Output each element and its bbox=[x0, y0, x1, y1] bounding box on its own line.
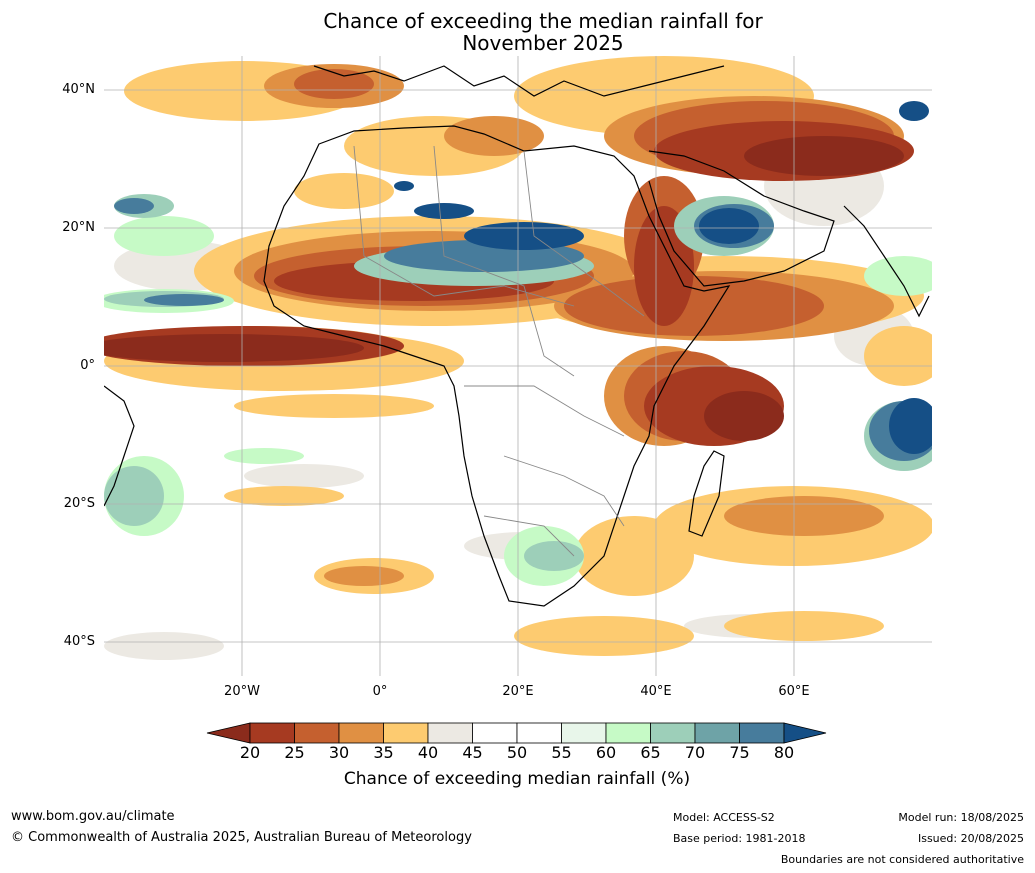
colorbar-under-arrow bbox=[206, 722, 251, 744]
colorbar-swatch bbox=[561, 722, 607, 744]
footer-base-period: Base period: 1981-2018 bbox=[673, 832, 806, 845]
footer-copyright: © Commonwealth of Australia 2025, Austra… bbox=[11, 830, 472, 845]
footer-model: Model: ACCESS-S2 bbox=[673, 811, 775, 824]
europe-coastline bbox=[313, 65, 725, 97]
lat-label-0: 0° bbox=[80, 358, 95, 373]
colorbar-tick-label: 50 bbox=[506, 743, 528, 762]
colorbar-tick-label: 25 bbox=[284, 743, 305, 762]
lon-label-60e: 60°E bbox=[778, 684, 810, 699]
africa-coastline bbox=[263, 125, 731, 607]
footer-model-run: Model run: 18/08/2025 bbox=[898, 811, 1024, 824]
colorbar-tick-label: 55 bbox=[551, 743, 572, 762]
colorbar-tick-label: 45 bbox=[462, 743, 483, 762]
colorbar-swatch bbox=[472, 722, 518, 744]
graticule bbox=[104, 56, 932, 676]
colorbar bbox=[206, 722, 827, 744]
colorbar-label: Chance of exceeding median rainfall (%) bbox=[343, 769, 691, 789]
colorbar-swatch bbox=[249, 722, 295, 744]
map-title: Chance of exceeding the median rainfall … bbox=[0, 10, 1035, 54]
colorbar-boxes bbox=[206, 722, 827, 744]
colorbar-swatch bbox=[338, 722, 384, 744]
colorbar-tick-label: 35 bbox=[373, 743, 394, 762]
colorbar-swatch bbox=[427, 722, 473, 744]
deep-red-patches bbox=[104, 136, 904, 441]
lon-label-0: 0° bbox=[372, 684, 388, 699]
title-line-1: Chance of exceeding the median rainfall … bbox=[323, 9, 763, 33]
rainfall-map bbox=[104, 56, 932, 676]
colorbar-over-arrow bbox=[783, 722, 827, 744]
colorbar-swatch bbox=[605, 722, 651, 744]
colorbar-tick-label: 70 bbox=[684, 743, 706, 762]
colorbar-tick-label: 40 bbox=[417, 743, 439, 762]
south-america-coastline bbox=[104, 385, 135, 507]
footer-issued: Issued: 20/08/2025 bbox=[917, 832, 1024, 845]
colorbar-swatch bbox=[650, 722, 696, 744]
title-line-2: November 2025 bbox=[462, 31, 624, 55]
lat-label-20s: 20°S bbox=[63, 496, 95, 511]
lat-label-40n: 40°N bbox=[62, 82, 95, 97]
lon-label-40e: 40°E bbox=[640, 684, 672, 699]
colorbar-swatch bbox=[694, 722, 740, 744]
dark-blue-patches bbox=[394, 101, 932, 454]
colorbar-swatch bbox=[294, 722, 340, 744]
arabia-coastline bbox=[648, 150, 835, 287]
colorbar-tick-label: 20 bbox=[239, 743, 261, 762]
madagascar-coastline bbox=[688, 450, 725, 537]
colorbar-tick-label: 65 bbox=[640, 743, 661, 762]
colorbar-swatch bbox=[516, 722, 562, 744]
colorbar-tick-label: 75 bbox=[729, 743, 750, 762]
map-canvas bbox=[104, 56, 932, 676]
colorbar-swatch bbox=[739, 722, 785, 744]
colorbar-tick-label: 30 bbox=[328, 743, 350, 762]
footer-website: www.bom.gov.au/climate bbox=[11, 809, 175, 824]
lon-label-20e: 20°E bbox=[502, 684, 534, 699]
lat-label-40s: 40°S bbox=[63, 634, 95, 649]
colorbar-swatch bbox=[383, 722, 429, 744]
colorbar-tick-label: 60 bbox=[595, 743, 617, 762]
lon-label-20w: 20°W bbox=[224, 684, 260, 699]
lat-label-20n: 20°N bbox=[62, 220, 95, 235]
india-coastline bbox=[843, 205, 930, 318]
country-borders bbox=[353, 145, 645, 557]
colorbar-tick-label: 80 bbox=[773, 743, 795, 762]
footer-disclaimer: Boundaries are not considered authoritat… bbox=[780, 853, 1024, 866]
